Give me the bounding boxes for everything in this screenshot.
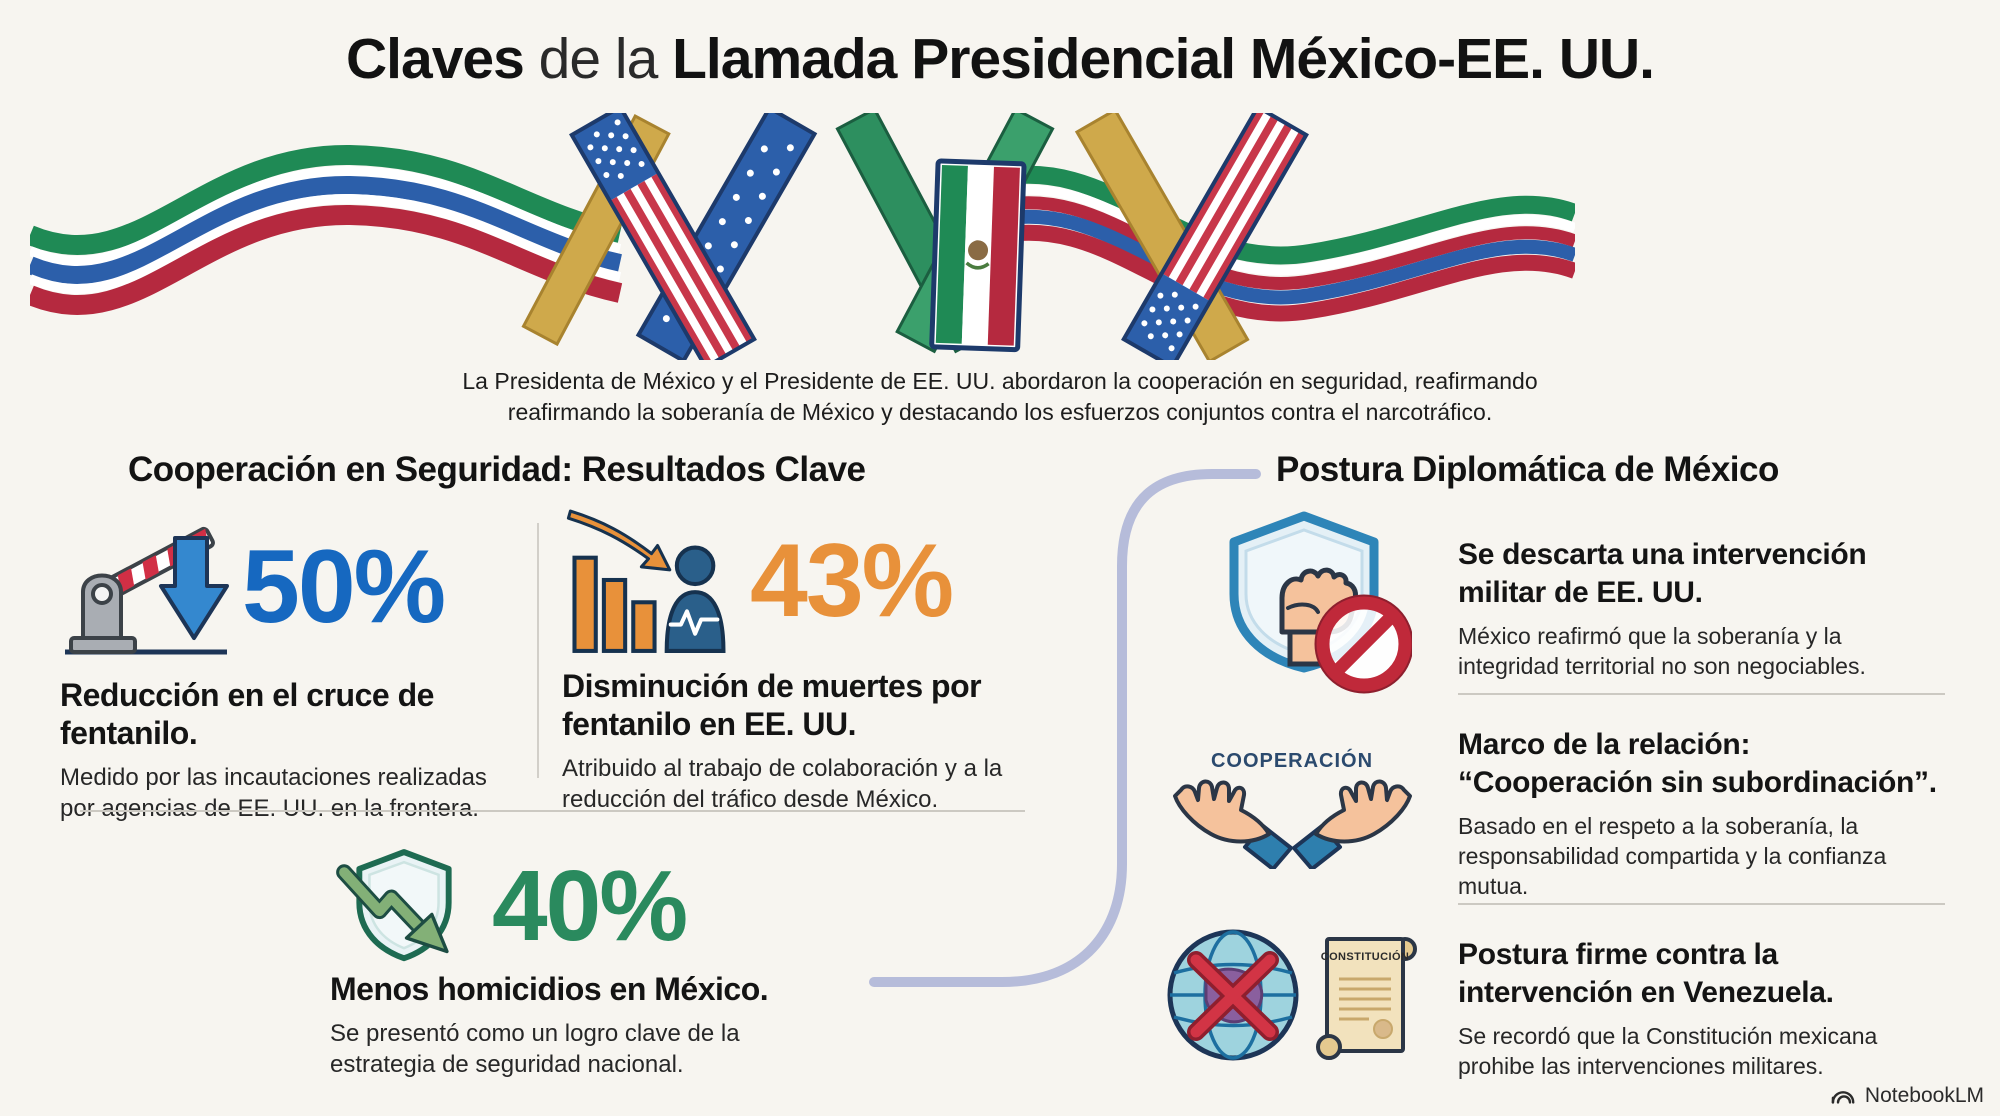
diplomacy-item-no-intervention: Se descarta una intervención militar de …	[1458, 536, 1963, 681]
diplomacy-divider-2	[1458, 903, 1945, 905]
mexican-flag-panel	[929, 158, 1027, 353]
item-heading: Postura firme contra la intervención en …	[1458, 938, 1834, 1009]
title-lead: Claves	[346, 27, 525, 91]
stat-value: 40%	[492, 849, 688, 962]
item-heading: Se descarta una intervención militar de …	[1458, 538, 1867, 609]
title-rest: Llamada Presidencial México-EE. UU.	[672, 27, 1655, 91]
item-body: Se recordó que la Constitución mexicana …	[1458, 1023, 1878, 1079]
item-body: México reafirmó que la soberanía y la in…	[1458, 623, 1866, 679]
stat-body: Atribuido al trabajo de colaboración y a…	[562, 755, 1003, 813]
diplomacy-divider-1	[1458, 693, 1945, 695]
stats-vertical-divider	[537, 523, 539, 778]
notebooklm-logo-icon	[1831, 1091, 1855, 1104]
stat-value: 43%	[750, 522, 954, 639]
stat-fentanyl-crossing: 50% Reducción en el cruce de fentanilo. …	[60, 512, 530, 824]
notebooklm-watermark: NotebookLM	[1830, 1084, 1984, 1108]
us-stripes-ribbon-left	[569, 113, 757, 360]
constitution-icon-label: CONSTITUCIÓN	[1320, 951, 1410, 963]
globe-crossed-constitution-scroll-icon	[1167, 929, 1417, 1061]
diplomacy-section-header: Postura Diplomática de México	[1276, 450, 1779, 489]
item-body: Basado en el respeto a la soberanía, la …	[1458, 813, 1887, 899]
item-heading: Marco de la relación: “Cooperación sin s…	[1458, 728, 1937, 799]
us-stripes-ribbon-right	[1121, 113, 1309, 360]
declining-bars-person-icon	[566, 509, 726, 653]
shield-declining-arrow-icon	[336, 849, 452, 962]
right-hand	[1292, 779, 1412, 869]
title-connector: de la	[523, 27, 673, 91]
stat-homicides: 40% Menos homicidios en México. Se prese…	[330, 849, 820, 1080]
mexico-us-flags-ribbon-graphic	[30, 113, 1575, 360]
page-title: Claves de la Llamada Presidencial México…	[0, 26, 2000, 92]
watermark-label: NotebookLM	[1864, 1084, 1984, 1107]
globe-crossed	[1167, 929, 1299, 1061]
left-hand	[1173, 779, 1293, 869]
stat-heading: Menos homicidios en México.	[330, 971, 769, 1007]
left-flag-wave	[30, 144, 623, 315]
stat-heading: Disminución de muertes por fentanilo en …	[562, 668, 982, 742]
stat-heading: Reducción en el cruce de fentanilo.	[60, 677, 434, 751]
right-flag-wave	[982, 165, 1575, 322]
border-barrier-down-arrow-icon	[65, 526, 229, 655]
cooperation-icon-label: COOPERACIÓN	[1210, 750, 1374, 772]
stats-horizontal-divider	[80, 810, 1025, 812]
shield-fist-prohibition-icon	[1229, 511, 1412, 694]
diplomacy-item-venezuela: Postura firme contra la intervención en …	[1458, 936, 1973, 1081]
cooperation-hands-icon	[1173, 779, 1412, 869]
diplomacy-item-framework: Marco de la relación: “Cooperación sin s…	[1458, 726, 1973, 901]
stat-body: Medido por las incautaciones realizadas …	[60, 764, 487, 822]
constitution-scroll	[1316, 937, 1417, 1060]
security-section-header: Cooperación en Seguridad: Resultados Cla…	[128, 450, 866, 489]
stat-value: 50%	[242, 528, 446, 645]
stat-fentanyl-deaths: 43% Disminución de muertes por fentanilo…	[562, 505, 1042, 815]
subtitle: La Presidenta de México y el Presidente …	[462, 368, 1538, 425]
stat-body: Se presentó como un logro clave de la es…	[330, 1020, 740, 1078]
